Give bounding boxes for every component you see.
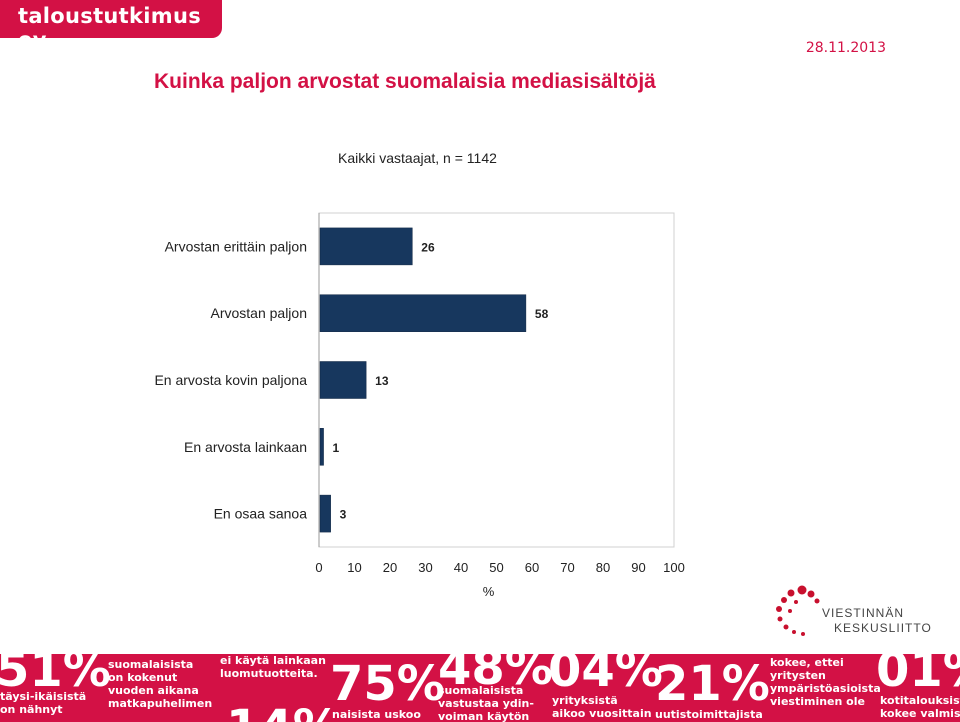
banner-percentage: 01% [876, 654, 960, 698]
bar-chart: Arvostan erittäin paljon 26 Arvostan paljo… [154, 212, 685, 599]
banner-caption: ei käytä lainkaan luomutuotteita. [220, 654, 326, 680]
viestinnan-keskusliitto-logo: VIESTINNÄN KESKUSLIITTO [772, 584, 942, 642]
banner-caption: naisista uskoo [332, 708, 421, 721]
bar [319, 227, 413, 266]
data-label: 26 [421, 240, 435, 254]
banner-caption: uutistoimittajista [655, 708, 763, 721]
x-axis-label: % [483, 584, 495, 599]
banner-percentage: 75% [330, 656, 445, 712]
banner-percentage: 04% [548, 654, 663, 698]
x-tick-label: 60 [525, 560, 539, 575]
x-tick-label: 40 [454, 560, 468, 575]
banner-caption: yrityksistä aikoo vuosittain [552, 694, 652, 720]
bar [319, 428, 324, 466]
banner-caption: täysi-ikäisistä on nähnyt [0, 690, 87, 716]
bar [319, 361, 367, 399]
category-label: Arvostan paljon [210, 305, 307, 321]
x-tick-label: 20 [383, 560, 397, 575]
page-title: Kuinka paljon arvostat suomalaisia media… [154, 70, 656, 93]
data-label: 58 [535, 307, 549, 321]
banner-percentage: 51% [0, 654, 111, 698]
x-tick-label: 70 [560, 560, 574, 575]
data-label: 1 [333, 441, 340, 455]
category-label: En arvosta kovin paljona [154, 372, 307, 388]
x-tick-label: 50 [489, 560, 503, 575]
vk-logo-line2: KESKUSLIITTO [834, 621, 932, 635]
bar [319, 294, 527, 332]
x-tick-label: 0 [315, 560, 322, 575]
report-date: 28.11.2013 [805, 40, 886, 56]
data-label: 13 [375, 374, 389, 388]
brand-logo-text: taloustutkimus oy [18, 4, 202, 52]
category-label: En osaa sanoa [214, 506, 308, 522]
banner-caption: kotitalouksista kokee valmisruo [880, 694, 960, 720]
x-tick-label: 30 [418, 560, 432, 575]
banner-percentage: 48% [438, 654, 553, 696]
x-tick-label: 10 [347, 560, 361, 575]
footer-statistics-banner: 51% täysi-ikäisistä on nähnyt suomalaisist… [0, 654, 960, 722]
banner-caption: suomalaisista on kokenut vuoden aikana m… [108, 658, 213, 710]
x-tick-label: 100 [663, 560, 685, 575]
banner-caption: suomalaisista vastustaa ydin- voiman käy… [438, 684, 534, 722]
vk-logo-line1: VIESTINNÄN [822, 606, 904, 620]
category-label: Arvostan erittäin paljon [165, 238, 307, 254]
bar [319, 494, 331, 533]
banner-percentage: 21% [655, 656, 770, 712]
brand-logo: taloustutkimus oy [0, 0, 222, 52]
dots-emblem-icon [776, 585, 820, 636]
chart-subtitle: Kaikki vastaajat, n = 1142 [338, 150, 497, 166]
banner-caption: kokee, ettei yritysten ympäristöasioista… [770, 656, 881, 708]
banner-percentage: 14% [226, 704, 341, 722]
x-tick-label: 80 [596, 560, 610, 575]
x-tick-label: 90 [631, 560, 645, 575]
data-label: 3 [340, 508, 347, 522]
category-label: En arvosta lainkaan [184, 439, 307, 455]
